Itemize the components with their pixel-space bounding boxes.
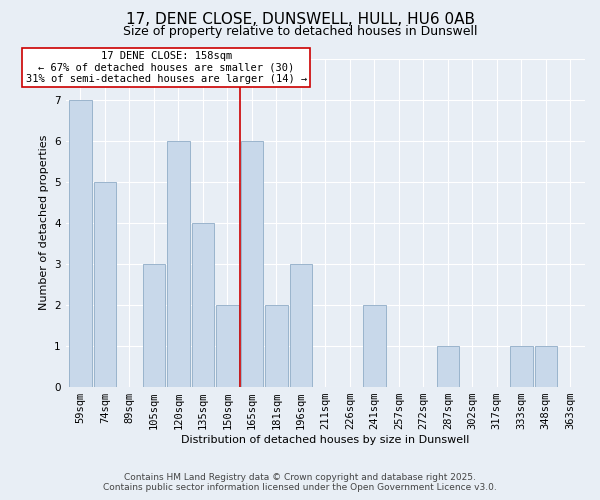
Bar: [216, 305, 239, 387]
Bar: [290, 264, 312, 387]
Bar: [241, 140, 263, 387]
Bar: [143, 264, 165, 387]
Bar: [94, 182, 116, 387]
X-axis label: Distribution of detached houses by size in Dunswell: Distribution of detached houses by size …: [181, 435, 470, 445]
Bar: [191, 223, 214, 387]
Bar: [535, 346, 557, 387]
Bar: [69, 100, 92, 387]
Bar: [510, 346, 533, 387]
Text: Contains HM Land Registry data © Crown copyright and database right 2025.
Contai: Contains HM Land Registry data © Crown c…: [103, 473, 497, 492]
Bar: [437, 346, 459, 387]
Text: Size of property relative to detached houses in Dunswell: Size of property relative to detached ho…: [123, 25, 477, 38]
Bar: [265, 305, 287, 387]
Bar: [363, 305, 386, 387]
Y-axis label: Number of detached properties: Number of detached properties: [38, 135, 49, 310]
Text: 17, DENE CLOSE, DUNSWELL, HULL, HU6 0AB: 17, DENE CLOSE, DUNSWELL, HULL, HU6 0AB: [125, 12, 475, 28]
Bar: [167, 140, 190, 387]
Text: 17 DENE CLOSE: 158sqm
← 67% of detached houses are smaller (30)
31% of semi-deta: 17 DENE CLOSE: 158sqm ← 67% of detached …: [26, 51, 307, 84]
